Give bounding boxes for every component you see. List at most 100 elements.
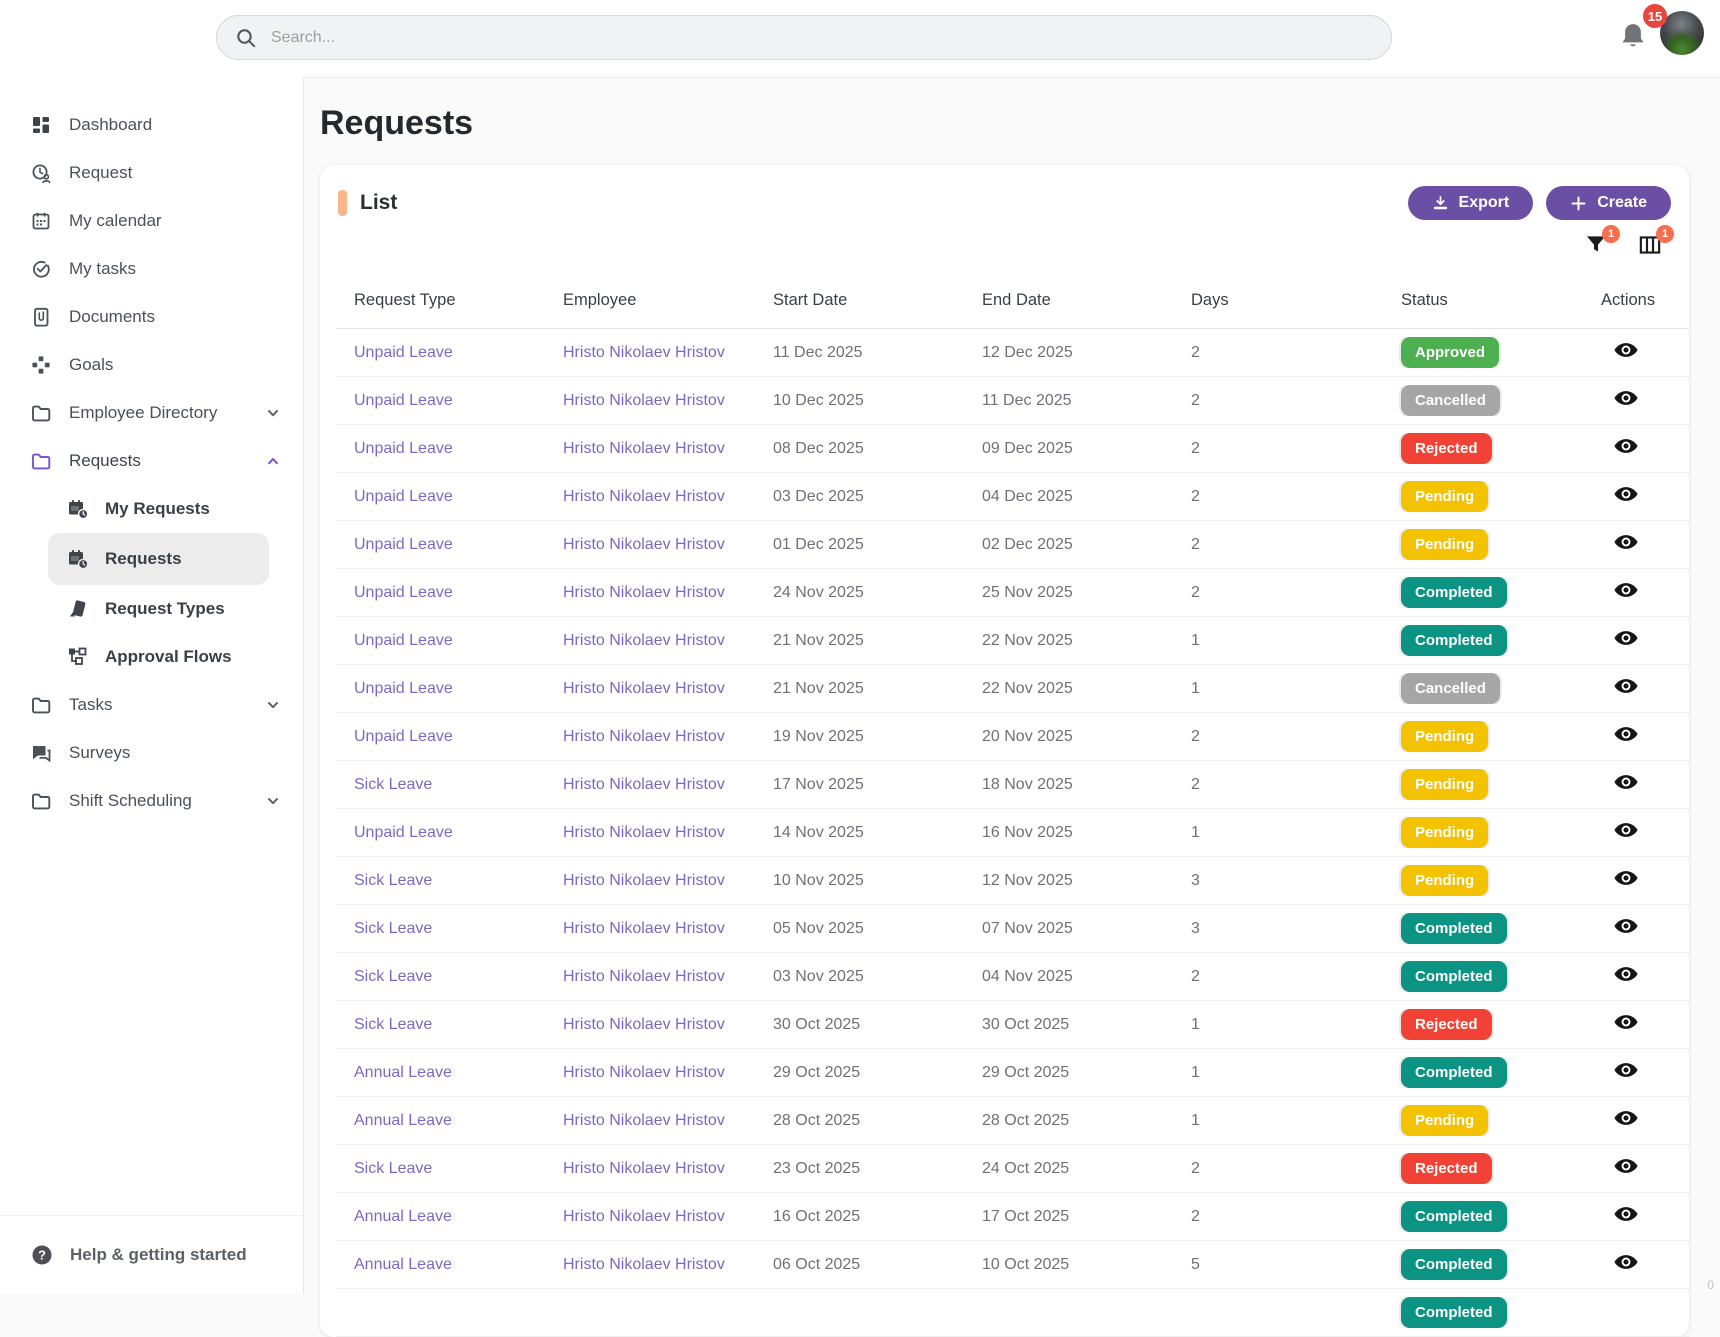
view-button[interactable] [1613, 481, 1639, 507]
view-button[interactable] [1613, 385, 1639, 411]
request-type-link[interactable]: Annual Leave [354, 1207, 452, 1225]
column-header-start-date: Start Date [773, 291, 848, 309]
table-row: Unpaid Leave Hristo Nikolaev Hristov 11 … [336, 329, 1689, 377]
employee-link[interactable]: Hristo Nikolaev Hristov [563, 1207, 725, 1225]
view-button[interactable] [1613, 961, 1639, 987]
employee-link[interactable]: Hristo Nikolaev Hristov [563, 919, 725, 937]
search-input[interactable] [269, 27, 1373, 48]
employee-link[interactable]: Hristo Nikolaev Hristov [563, 343, 725, 361]
view-button[interactable] [1613, 817, 1639, 843]
sidebar-item-employee-directory[interactable]: Employee Directory [0, 389, 303, 437]
view-button[interactable] [1613, 913, 1639, 939]
view-button[interactable] [1613, 1201, 1639, 1227]
request-type-link[interactable]: Sick Leave [354, 871, 433, 889]
sidebar-item-surveys[interactable]: Surveys [0, 729, 303, 777]
view-button[interactable] [1613, 1057, 1639, 1083]
sidebar-item-approval-flows[interactable]: Approval Flows [48, 633, 269, 681]
table-row: Annual Leave Hristo Nikolaev Hristov 29 … [336, 1049, 1689, 1097]
request-type-link[interactable]: Annual Leave [354, 1063, 452, 1081]
start-date-value: 03 Dec 2025 [773, 487, 864, 505]
employee-link[interactable]: Hristo Nikolaev Hristov [563, 631, 725, 649]
view-button[interactable] [1613, 1009, 1639, 1035]
status-badge: Pending [1401, 721, 1489, 752]
employee-link[interactable]: Hristo Nikolaev Hristov [563, 679, 725, 697]
request-type-link[interactable]: Unpaid Leave [354, 679, 453, 697]
request-type-link[interactable]: Unpaid Leave [354, 727, 453, 745]
view-button[interactable] [1613, 673, 1639, 699]
request-type-link[interactable]: Unpaid Leave [354, 631, 453, 649]
request-type-link[interactable]: Sick Leave [354, 1159, 433, 1177]
export-button[interactable]: Export [1407, 186, 1534, 220]
view-button[interactable] [1613, 433, 1639, 459]
end-date-value: 07 Nov 2025 [982, 919, 1073, 937]
sidebar-item-request-types[interactable]: Request Types [48, 585, 269, 633]
employee-link[interactable]: Hristo Nikolaev Hristov [563, 775, 725, 793]
days-value: 2 [1191, 1159, 1200, 1177]
employee-link[interactable]: Hristo Nikolaev Hristov [563, 1063, 725, 1081]
create-button[interactable]: Create [1546, 186, 1671, 220]
end-date-value: 24 Oct 2025 [982, 1159, 1070, 1177]
download-icon [1432, 195, 1449, 212]
columns-button[interactable]: 1 [1637, 225, 1674, 261]
view-button[interactable] [1613, 865, 1639, 891]
employee-link[interactable]: Hristo Nikolaev Hristov [563, 535, 725, 553]
request-type-link[interactable]: Unpaid Leave [354, 823, 453, 841]
request-type-link[interactable]: Unpaid Leave [354, 535, 453, 553]
sidebar-item-dashboard[interactable]: Dashboard [0, 101, 303, 149]
sidebar-item-my-tasks[interactable]: My tasks [0, 245, 303, 293]
employee-link[interactable]: Hristo Nikolaev Hristov [563, 439, 725, 457]
employee-link[interactable]: Hristo Nikolaev Hristov [563, 1111, 725, 1129]
request-type-link[interactable]: Sick Leave [354, 775, 433, 793]
days-value: 1 [1191, 823, 1200, 841]
employee-link[interactable]: Hristo Nikolaev Hristov [563, 871, 725, 889]
request-type-link[interactable]: Unpaid Leave [354, 439, 453, 457]
table-row: Unpaid Leave Hristo Nikolaev Hristov 24 … [336, 569, 1689, 617]
request-type-link[interactable]: Unpaid Leave [354, 391, 453, 409]
employee-link[interactable]: Hristo Nikolaev Hristov [563, 487, 725, 505]
sidebar-item-request[interactable]: Request [0, 149, 303, 197]
notifications-bell-icon[interactable] [1618, 20, 1650, 56]
employee-link[interactable]: Hristo Nikolaev Hristov [563, 583, 725, 601]
start-date-value: 05 Nov 2025 [773, 919, 864, 937]
request-type-link[interactable]: Unpaid Leave [354, 487, 453, 505]
employee-link[interactable]: Hristo Nikolaev Hristov [563, 727, 725, 745]
view-button[interactable] [1613, 1153, 1639, 1179]
request-type-link[interactable]: Sick Leave [354, 1015, 433, 1033]
search-box[interactable] [216, 15, 1392, 60]
help-getting-started[interactable]: ? Help & getting started [0, 1215, 303, 1294]
view-button[interactable] [1613, 625, 1639, 651]
view-button[interactable] [1613, 1249, 1639, 1275]
sidebar-item-shift-scheduling[interactable]: Shift Scheduling [0, 777, 303, 825]
view-button[interactable] [1613, 1105, 1639, 1131]
request-type-link[interactable]: Unpaid Leave [354, 583, 453, 601]
employee-link[interactable]: Hristo Nikolaev Hristov [563, 1015, 725, 1033]
end-date-value: 20 Nov 2025 [982, 727, 1073, 745]
sidebar-item-requests[interactable]: Requests [0, 437, 303, 485]
eye-icon [1614, 391, 1638, 405]
sidebar-item-requests-list[interactable]: Requests [48, 533, 269, 585]
employee-link[interactable]: Hristo Nikolaev Hristov [563, 1159, 725, 1177]
sidebar-item-my-requests[interactable]: My Requests [48, 485, 269, 533]
employee-link[interactable]: Hristo Nikolaev Hristov [563, 1255, 725, 1273]
sidebar-item-goals[interactable]: Goals [0, 341, 303, 389]
sidebar-item-tasks[interactable]: Tasks [0, 681, 303, 729]
view-button[interactable] [1613, 337, 1639, 363]
sidebar-item-label: Employee Directory [69, 403, 218, 422]
sidebar-item-my-calendar[interactable]: My calendar [0, 197, 303, 245]
view-button[interactable] [1613, 721, 1639, 747]
view-button[interactable] [1613, 529, 1639, 555]
request-type-link[interactable]: Sick Leave [354, 919, 433, 937]
employee-link[interactable]: Hristo Nikolaev Hristov [563, 823, 725, 841]
user-avatar[interactable] [1660, 11, 1704, 55]
sidebar-item-documents[interactable]: Documents [0, 293, 303, 341]
request-type-link[interactable]: Annual Leave [354, 1111, 452, 1129]
request-type-link[interactable]: Annual Leave [354, 1255, 452, 1273]
start-date-value: 19 Nov 2025 [773, 727, 864, 745]
view-button[interactable] [1613, 577, 1639, 603]
employee-link[interactable]: Hristo Nikolaev Hristov [563, 391, 725, 409]
request-type-link[interactable]: Sick Leave [354, 967, 433, 985]
filter-button[interactable]: 1 [1583, 225, 1620, 261]
employee-link[interactable]: Hristo Nikolaev Hristov [563, 967, 725, 985]
request-type-link[interactable]: Unpaid Leave [354, 343, 453, 361]
view-button[interactable] [1613, 769, 1639, 795]
